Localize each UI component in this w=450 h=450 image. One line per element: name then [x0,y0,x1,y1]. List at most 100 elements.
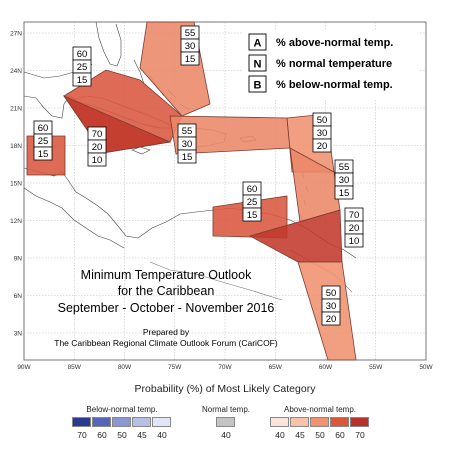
lat-tick-21n: 21N [10,106,22,113]
nums-below-value-3: 45 [137,430,147,440]
credit-line-2: The Caribbean Regional Climate Outlook F… [54,338,278,348]
value-central-america-0: 60 [38,123,49,134]
value-cayman-0: 70 [92,129,103,140]
value-box-cayman: 70 20 10 [87,126,107,167]
lon-tick-85w: 85W [68,364,82,371]
lon-tick-90w: 90W [17,364,31,371]
value-leeward-islands-0: 50 [317,115,328,126]
value-cuba-jamaica-0: 60 [77,49,88,60]
value-guianas-0: 50 [326,288,337,299]
row-above-swatch-0 [270,417,289,427]
legend-below-label: Below-normal temp. [86,405,158,414]
value-windward-islands-2: 15 [339,188,350,199]
legend-above-label: Above-normal temp. [283,405,357,414]
value-cayman-2: 10 [92,155,103,166]
value-bahamas-2: 15 [185,54,196,65]
map-title-line-2: for the Caribbean [118,284,215,298]
legend: Probability (%) of Most Likely Category … [0,372,450,450]
lon-tick-75w: 75W [168,364,182,371]
latitude-ticks: 27N 24N 21N 18N 15N 12N 9N 6N 3N [10,31,22,338]
value-hispaniola-2: 15 [182,152,193,163]
row-above-swatch-2 [310,417,329,427]
row-above-swatch-3 [330,417,349,427]
row-below-swatch-3 [132,417,151,427]
row-below-swatch-4 [152,417,171,427]
value-hispaniola-0: 55 [182,126,193,137]
row-below-swatch-2 [112,417,131,427]
lat-tick-27n: 27N [10,31,22,38]
key-text-a: % above-normal temp. [276,37,393,49]
map-title-line-3: September - October - November 2016 [58,301,275,315]
value-hispaniola-1: 30 [182,139,193,150]
lat-tick-3n: 3N [14,331,23,338]
nums-below-value-1: 60 [97,430,107,440]
row-below-swatch-0 [72,417,91,427]
value-leeward-islands-1: 30 [317,128,328,139]
nums-above-value-4: 70 [355,430,365,440]
lat-tick-6n: 6N [14,293,23,300]
value-box-trinidad: 70 20 10 [344,207,364,248]
value-box-abc-islands: 60 25 15 [242,181,262,222]
value-abc-islands-0: 60 [247,184,258,195]
value-abc-islands-2: 15 [247,210,258,221]
key-letter-a: A [254,38,262,50]
map-title-line-1: Minimum Temperature Outlook [81,268,252,282]
longitude-ticks: 90W 85W 80W 75W 70W 65W 60W 55W 50W [17,364,433,371]
legend-above: Above-normal temp. 40 45 50 60 70 [270,405,370,440]
value-trinidad-1: 20 [349,223,360,234]
value-leeward-islands-2: 20 [317,141,328,152]
lon-tick-80w: 80W [118,364,132,371]
key-letter-b: B [254,80,262,92]
lon-tick-55w: 55W [369,364,383,371]
value-central-america-1: 25 [38,136,49,147]
lat-tick-24n: 24N [10,68,22,75]
row-normal-swatch-0 [216,417,235,427]
value-guianas-2: 20 [326,314,337,325]
value-box-cuba-jamaica: 60 25 15 [72,46,92,87]
value-cuba-jamaica-1: 25 [77,62,88,73]
nums-normal-value-0: 40 [221,430,231,440]
value-box-hispaniola: 55 30 15 [177,123,197,164]
value-trinidad-2: 10 [349,236,360,247]
value-guianas-1: 30 [326,301,337,312]
nums-above-value-3: 60 [335,430,345,440]
lat-tick-15n: 15N [10,181,22,188]
value-windward-islands-0: 55 [339,162,350,173]
value-windward-islands-1: 30 [339,175,350,186]
nums-above-value-2: 50 [315,430,325,440]
value-central-america-2: 15 [38,149,49,160]
row-above-swatch-4 [350,417,369,427]
value-box-leeward-islands: 50 30 20 [312,112,332,153]
nums-below-value-2: 50 [117,430,127,440]
key-letter-n: N [254,59,262,71]
nums-below-value-0: 70 [77,430,87,440]
lat-tick-18n: 18N [10,143,22,150]
value-boxes: 55 30 15 60 25 15 60 25 15 70 20 10 55 30 15 50 30 20 55 30… [33,25,364,326]
lon-tick-50w: 50W [419,364,433,371]
legend-normal: Normal temp. 40 [196,405,256,440]
legend-below: Below-normal temp. 70 60 50 45 40 [72,405,172,440]
value-cayman-1: 20 [92,142,103,153]
value-cuba-jamaica-2: 15 [77,75,88,86]
credit-line-1: Prepared by [143,327,190,337]
lat-tick-9n: 9N [14,256,23,263]
region-cayman [62,95,172,154]
nums-above-value-0: 40 [275,430,285,440]
value-box-central-america: 60 25 15 [33,120,53,161]
nums-above-value-1: 45 [295,430,305,440]
outlook-map: 55 30 15 60 25 15 60 25 15 70 20 10 55 30 15 50 30 20 55 30… [10,21,434,371]
legend-title: Probability (%) of Most Likely Category [134,383,316,395]
key-text-n: % normal temperature [276,58,392,70]
row-above-swatch-1 [290,417,309,427]
value-box-bahamas: 55 30 15 [180,25,200,66]
value-box-guianas: 50 30 20 [321,285,341,326]
abn-key: A % above-normal temp. N % normal temperatu… [243,31,418,99]
key-text-b: % below-normal temp. [276,79,393,91]
value-box-windward-islands: 55 30 15 [334,159,354,200]
lat-tick-12n: 12N [10,218,22,225]
lon-tick-60w: 60W [319,364,333,371]
value-bahamas-1: 30 [185,41,196,52]
value-bahamas-0: 55 [185,28,196,39]
row-below-swatch-1 [92,417,111,427]
lon-tick-70w: 70W [218,364,232,371]
